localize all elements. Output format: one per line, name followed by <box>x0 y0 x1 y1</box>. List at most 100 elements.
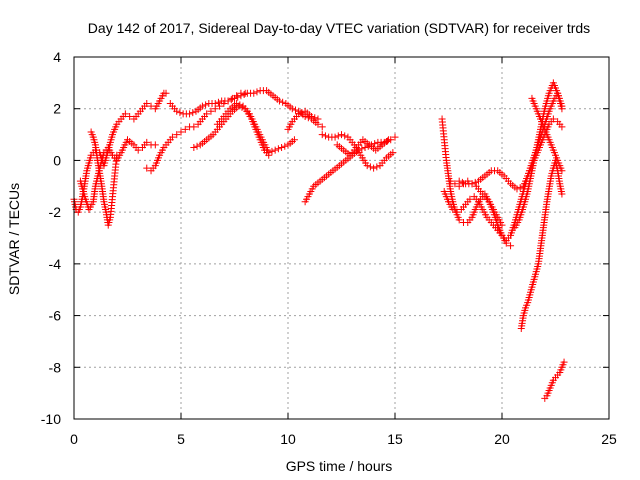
data-point-marker <box>338 131 345 139</box>
data-point-marker <box>113 151 121 159</box>
data-point-marker <box>498 221 506 229</box>
data-point-marker <box>308 112 316 120</box>
data-point-marker <box>560 358 568 366</box>
x-tick-label: 20 <box>494 431 510 447</box>
data-point-marker <box>331 133 339 141</box>
data-point-marker <box>321 132 329 140</box>
data-point-marker <box>190 144 198 151</box>
y-tick-label: -2 <box>49 204 62 220</box>
data-point-marker <box>198 102 206 110</box>
data-point-marker <box>231 94 238 102</box>
x-tick-label: 5 <box>177 431 185 447</box>
data-point-marker <box>358 145 366 153</box>
data-point-marker <box>224 97 232 105</box>
data-point-marker <box>549 115 557 123</box>
data-point-marker <box>236 101 244 109</box>
data-point-marker <box>234 93 242 101</box>
data-point-marker <box>281 142 289 150</box>
data-point-marker <box>202 101 210 109</box>
data-point-marker <box>211 100 219 108</box>
y-axis-label: SDTVAR / TECUs <box>6 183 22 295</box>
data-point-marker <box>449 206 457 214</box>
data-point-marker <box>453 208 461 216</box>
y-tick-label: -6 <box>49 308 62 324</box>
data-point-marker <box>370 164 378 172</box>
data-point-marker <box>143 138 151 146</box>
data-point-marker <box>121 110 129 118</box>
y-tick-label: 2 <box>53 101 61 117</box>
plot-frame <box>73 56 610 420</box>
data-point-marker <box>361 144 369 151</box>
data-point-marker <box>173 107 181 115</box>
data-point-marker <box>366 163 374 171</box>
data-point-marker <box>162 89 170 97</box>
y-tick-label: -4 <box>49 256 62 272</box>
y-tick-label: 4 <box>53 49 61 65</box>
data-point-marker <box>389 149 397 157</box>
data-point-marker <box>455 216 463 224</box>
data-point-marker <box>318 131 326 139</box>
y-tick-label: -10 <box>41 411 61 427</box>
data-point-marker <box>143 164 151 172</box>
data-point-marker <box>240 90 248 98</box>
data-point-marker <box>468 180 476 188</box>
data-point-marker <box>363 162 371 170</box>
data-point-marker <box>507 242 515 250</box>
data-point-marker <box>341 132 349 140</box>
data-point-marker <box>227 96 235 104</box>
chart-title: Day 142 of 2017, Sidereal Day-to-day VTE… <box>88 20 590 36</box>
data-point-marker <box>314 115 322 123</box>
x-tick-label: 10 <box>280 431 296 447</box>
data-point-marker <box>189 109 197 117</box>
gridlines <box>74 57 609 419</box>
data-point-marker <box>295 110 303 118</box>
data-point-marker <box>275 97 283 105</box>
data-point-marker <box>558 102 566 110</box>
data-point-marker <box>385 136 393 144</box>
data-point-marker <box>237 92 245 100</box>
data-point-marker <box>173 131 181 139</box>
y-tick-label: -8 <box>49 359 62 375</box>
data-point-marker <box>447 177 455 185</box>
data-point-marker <box>181 125 189 133</box>
data-point-marker <box>151 141 159 149</box>
data-point-marker <box>274 145 282 153</box>
axis-ticks <box>73 56 610 420</box>
data-point-marker <box>558 123 566 131</box>
data-point-marker <box>318 123 326 131</box>
data-point-marker <box>176 109 184 117</box>
data-point-marker <box>143 100 151 108</box>
data-point-marker <box>271 146 279 154</box>
data-point-marker <box>177 128 185 136</box>
data-point-marker <box>186 110 194 118</box>
data-point-marker <box>371 140 379 148</box>
data-point-marker <box>288 105 296 113</box>
data-point-marker <box>373 163 381 171</box>
x-tick-label: 25 <box>601 431 617 447</box>
x-axis-label: GPS time / hours <box>286 458 393 474</box>
data-point-marker <box>458 178 466 186</box>
data-point-marker <box>233 100 241 108</box>
data-point-marker <box>471 178 479 186</box>
data-point-marker <box>214 98 222 106</box>
data-point-marker <box>558 190 566 198</box>
data-point-marker <box>193 142 201 150</box>
data-point-marker <box>334 132 342 140</box>
data-point-marker <box>203 110 211 118</box>
data-point-marker <box>250 89 258 97</box>
data-point-marker <box>190 123 198 131</box>
data-point-marker <box>290 136 298 144</box>
data-point-marker <box>268 147 276 155</box>
data-point-marker <box>279 98 287 106</box>
data-point-marker <box>278 144 286 151</box>
data-point-marker <box>168 133 176 141</box>
data-point-marker <box>513 185 521 193</box>
data-point-marker <box>134 146 142 154</box>
data-point-marker <box>265 149 273 157</box>
data-point-marker <box>516 184 524 192</box>
x-tick-label: 0 <box>70 431 78 447</box>
data-point-marker <box>207 107 215 115</box>
data-point-marker <box>455 177 463 185</box>
x-tick-label: 15 <box>387 431 403 447</box>
